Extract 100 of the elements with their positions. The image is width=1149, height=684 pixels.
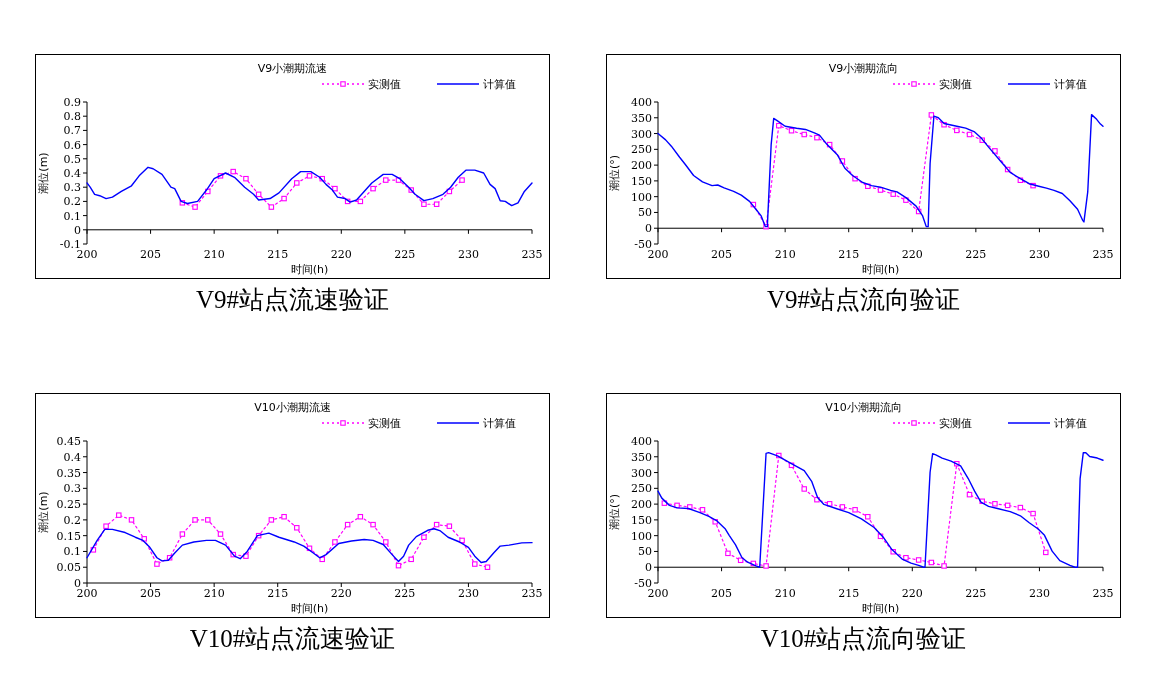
y-tick-label: 150 <box>631 174 652 188</box>
point <box>192 517 198 523</box>
point <box>243 553 249 559</box>
y-tick-label: 0.15 <box>56 529 81 543</box>
x-tick-label: 235 <box>1092 248 1114 261</box>
point <box>205 517 211 523</box>
point <box>941 563 947 569</box>
y-tick-label: 0 <box>645 222 652 236</box>
y-tick-label: 0.9 <box>63 96 81 109</box>
point <box>357 513 364 520</box>
y-tick-label: 0.25 <box>56 498 81 512</box>
chart-title: V10小潮期流速 <box>254 401 331 414</box>
x-tick-label: 230 <box>457 248 479 261</box>
x-axis-title: 时间(h) <box>290 263 329 276</box>
point <box>446 523 453 529</box>
x-tick-label: 225 <box>394 587 416 600</box>
y-tick-label: 350 <box>631 111 652 125</box>
y-tick-label: -0.1 <box>59 238 81 251</box>
x-tick-label: 210 <box>203 587 225 600</box>
y-tick-label: 0.3 <box>63 482 81 496</box>
legend-label: 实测值 <box>939 78 972 91</box>
legend-label: 实测值 <box>368 78 401 91</box>
point <box>217 531 224 537</box>
point <box>370 185 376 192</box>
point <box>992 501 998 507</box>
point <box>915 557 922 563</box>
y-axis-title: 潮位(°) <box>608 154 621 192</box>
y-tick-label: -50 <box>634 238 652 251</box>
point <box>421 534 427 540</box>
point <box>865 513 871 520</box>
x-tick-label: 235 <box>1092 587 1114 600</box>
y-tick-label: 0.1 <box>63 545 81 559</box>
x-tick-label: 215 <box>267 248 289 261</box>
x-axis-title: 时间(h) <box>861 602 900 615</box>
point <box>281 195 287 202</box>
y-tick-label: 100 <box>631 529 652 543</box>
y-tick-label: 250 <box>631 482 652 496</box>
y-tick-label: 50 <box>638 545 652 559</box>
point <box>839 504 846 510</box>
y-tick-label: 0.4 <box>63 167 81 180</box>
y-tick-label: 0.2 <box>63 513 81 527</box>
x-tick-label: 210 <box>203 248 225 261</box>
x-tick-label: 205 <box>140 248 162 261</box>
point <box>852 507 858 513</box>
point <box>268 204 275 210</box>
point <box>116 512 122 518</box>
point <box>294 180 300 186</box>
x-tick-label: 230 <box>1028 587 1050 600</box>
point <box>154 561 160 567</box>
x-tick-label: 205 <box>711 248 733 261</box>
point <box>383 539 389 545</box>
x-tick-label: 225 <box>965 248 987 261</box>
y-axis-title: 潮位(m) <box>37 491 50 533</box>
chart-title: V9小潮期流向 <box>828 62 899 75</box>
x-tick-label: 220 <box>901 587 923 600</box>
point <box>788 127 795 134</box>
y-tick-label: 0.8 <box>63 110 81 124</box>
y-tick-label: 350 <box>631 450 652 464</box>
chart-title: V10小潮期流向 <box>825 401 902 414</box>
y-tick-label: 0.1 <box>63 209 81 223</box>
point <box>281 513 287 520</box>
legend-label: 实测值 <box>939 417 972 430</box>
point <box>1043 549 1049 556</box>
point <box>243 175 249 182</box>
y-tick-label: 0.4 <box>63 450 81 464</box>
text: V9#站点流向验证 <box>765 285 962 315</box>
point <box>725 550 731 557</box>
y-tick-label: 0.05 <box>56 561 81 575</box>
point <box>433 201 440 207</box>
y-tick-label: 0.45 <box>56 435 81 448</box>
point <box>268 517 275 523</box>
legend-label: 实测值 <box>368 417 401 430</box>
chart-title: V9小潮期流速 <box>257 62 328 75</box>
point <box>903 555 909 561</box>
line-series <box>86 166 533 207</box>
x-axis-title: 时间(h) <box>290 602 329 615</box>
x-tick-label: 220 <box>330 248 352 261</box>
x-axis-title: 时间(h) <box>861 263 900 276</box>
x-tick-label: 215 <box>838 248 860 261</box>
point <box>103 523 109 529</box>
point <box>306 173 313 179</box>
legend-label: 计算值 <box>1054 78 1087 91</box>
y-tick-label: 0 <box>74 223 81 237</box>
text: V9#站点流速验证 <box>194 285 391 315</box>
point <box>230 168 236 175</box>
point <box>954 127 960 134</box>
point <box>319 556 325 563</box>
x-tick-label: 210 <box>774 587 796 600</box>
y-tick-label: -50 <box>634 577 652 590</box>
point <box>801 486 807 492</box>
point <box>737 557 744 564</box>
point <box>814 134 820 141</box>
point <box>459 537 465 544</box>
point <box>421 201 427 207</box>
point <box>255 191 262 198</box>
y-tick-label: 0 <box>645 561 652 575</box>
x-tick-label: 215 <box>267 587 289 600</box>
point <box>776 122 782 129</box>
point <box>332 185 338 192</box>
y-tick-label: 400 <box>631 96 652 109</box>
